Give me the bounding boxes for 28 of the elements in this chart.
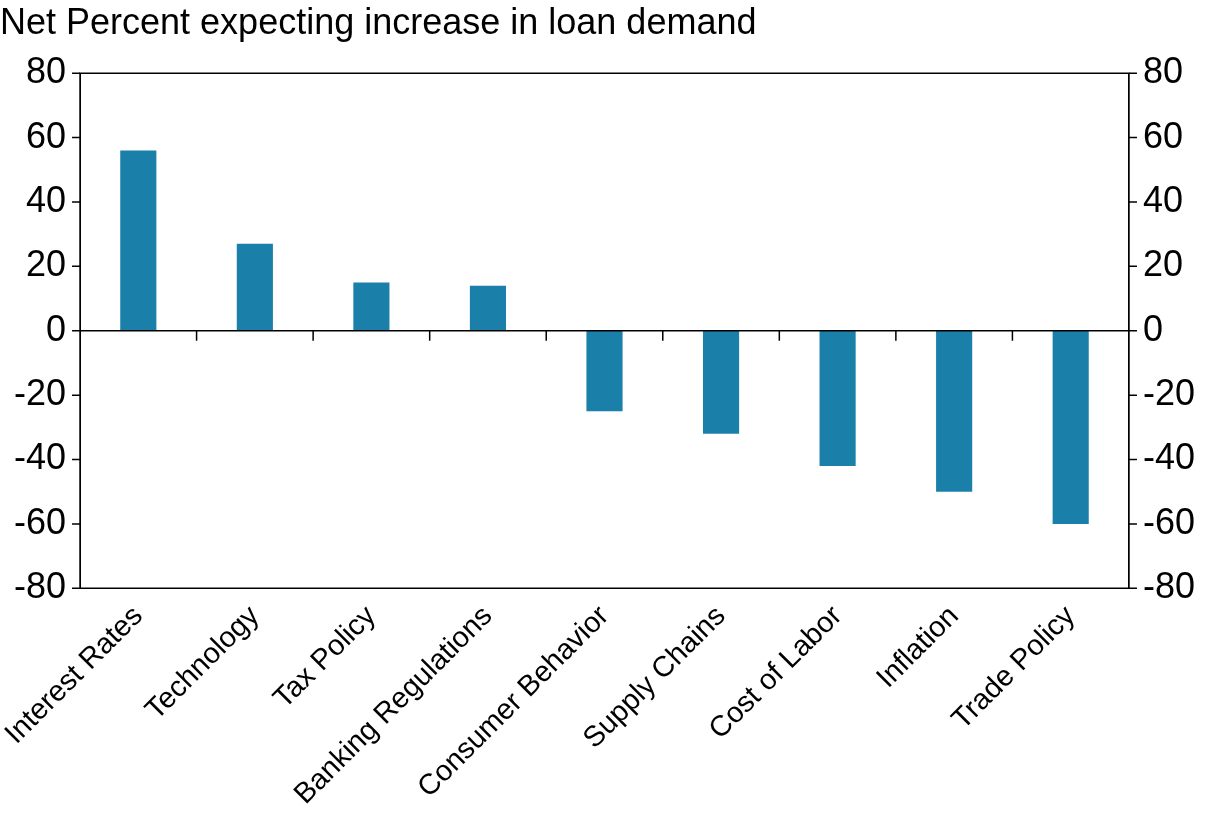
y2-tick-label: 80 <box>1142 50 1184 92</box>
y2-tick-label: -20 <box>1142 372 1195 414</box>
y-tick-label: 20 <box>25 243 67 285</box>
y2-tick-label: 40 <box>1142 178 1184 220</box>
y-tick-label: 40 <box>25 178 67 220</box>
bar <box>236 243 273 331</box>
chart-title: Net Percent expecting increase in loan demand <box>0 0 757 42</box>
y-tick-label: -40 <box>14 436 67 478</box>
y-tick-label: -60 <box>14 500 67 542</box>
bar <box>1052 330 1089 524</box>
y-tick-label: 60 <box>25 114 67 156</box>
bar <box>353 282 390 331</box>
bar <box>819 330 856 466</box>
bar <box>936 330 973 492</box>
y-tick-label: 80 <box>25 50 67 92</box>
bar <box>586 330 623 412</box>
y2-tick-label: -60 <box>1142 500 1195 542</box>
y2-tick-label: 60 <box>1142 114 1184 156</box>
bar <box>469 285 507 331</box>
bar <box>702 330 740 434</box>
y-tick-label: -80 <box>14 565 67 607</box>
y2-tick-label: -80 <box>1142 565 1195 607</box>
y2-tick-label: -40 <box>1142 436 1195 478</box>
y-tick-label: 0 <box>46 307 67 349</box>
y-tick-label: -20 <box>14 372 67 414</box>
bar <box>120 150 157 331</box>
y2-tick-label: 20 <box>1142 243 1184 285</box>
y2-tick-label: 0 <box>1142 307 1163 349</box>
